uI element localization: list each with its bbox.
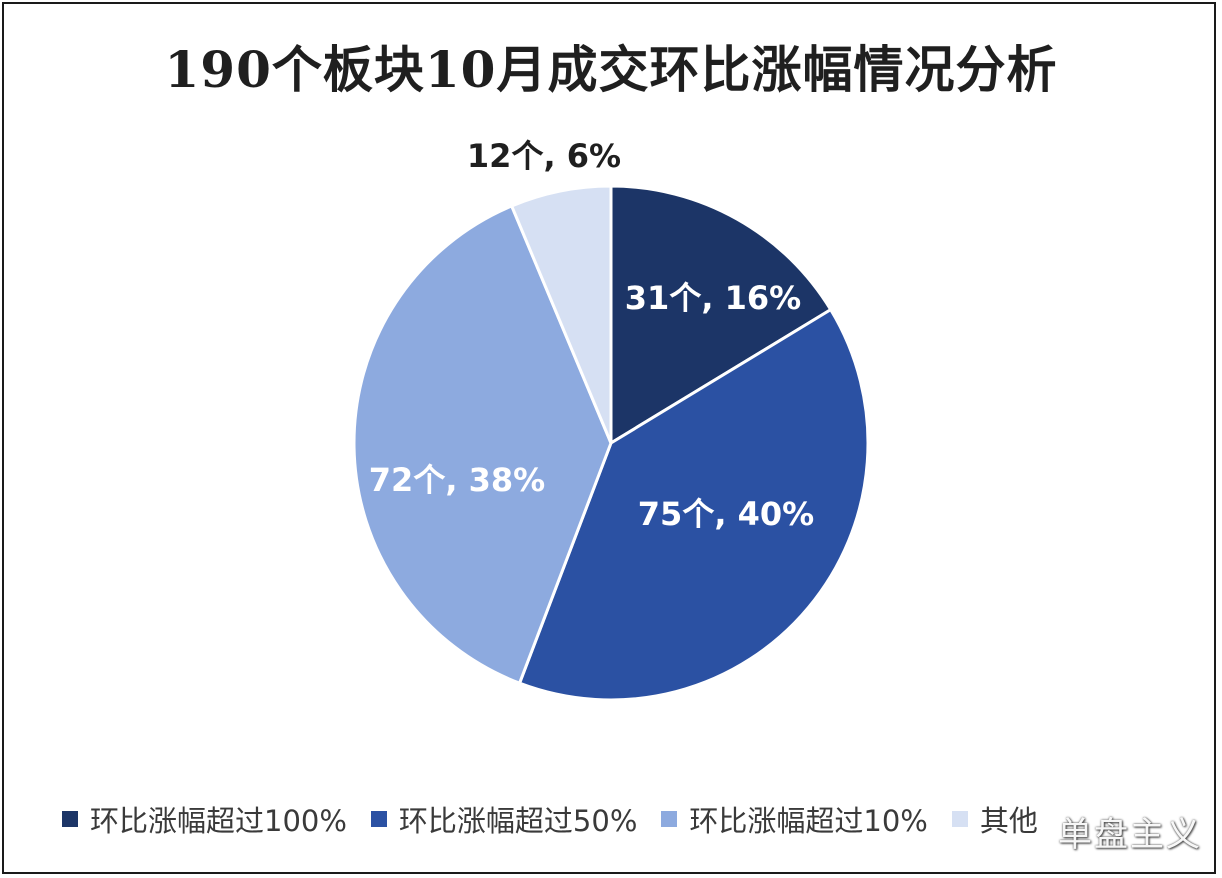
slice-data-label-4: 12个, 6% [467,137,621,175]
legend-item-1: 环比涨幅超过100% [62,798,347,840]
legend-label-2: 环比涨幅超过50% [398,804,638,838]
legend-item-2: 环比涨幅超过50% [370,798,638,840]
legend-label-4: 其他 [979,804,1038,838]
slice-data-label-3: 72个, 38% [369,461,545,499]
slice-data-label-2: 75个, 40% [638,495,814,533]
legend-swatch-1 [62,811,78,827]
legend-label-3: 环比涨幅超过10% [689,804,928,838]
legend-label-1: 环比涨幅超过100% [90,804,347,838]
legend-item-3: 环比涨幅超过10% [661,798,928,840]
pie-slice-4 [509,184,613,444]
legend-swatch-2 [370,811,387,827]
pie-slice-3 [352,204,613,686]
watermark-text: 单盘主义 [1058,815,1202,855]
legend-item-4: 其他 [951,798,1038,840]
legend-swatch-3 [661,811,678,827]
chart-title: 190个板块10月成交环比涨幅情况分析 [164,40,1058,99]
slice-data-label-1: 31个, 16% [625,279,801,317]
legend-swatch-4 [951,811,968,827]
pie-slice-2 [517,307,870,702]
chart-legend: 环比涨幅超过100% 环比涨幅超过50% 环比涨幅超过10% 其他 [62,798,1062,840]
pie-slice-1 [609,184,833,446]
